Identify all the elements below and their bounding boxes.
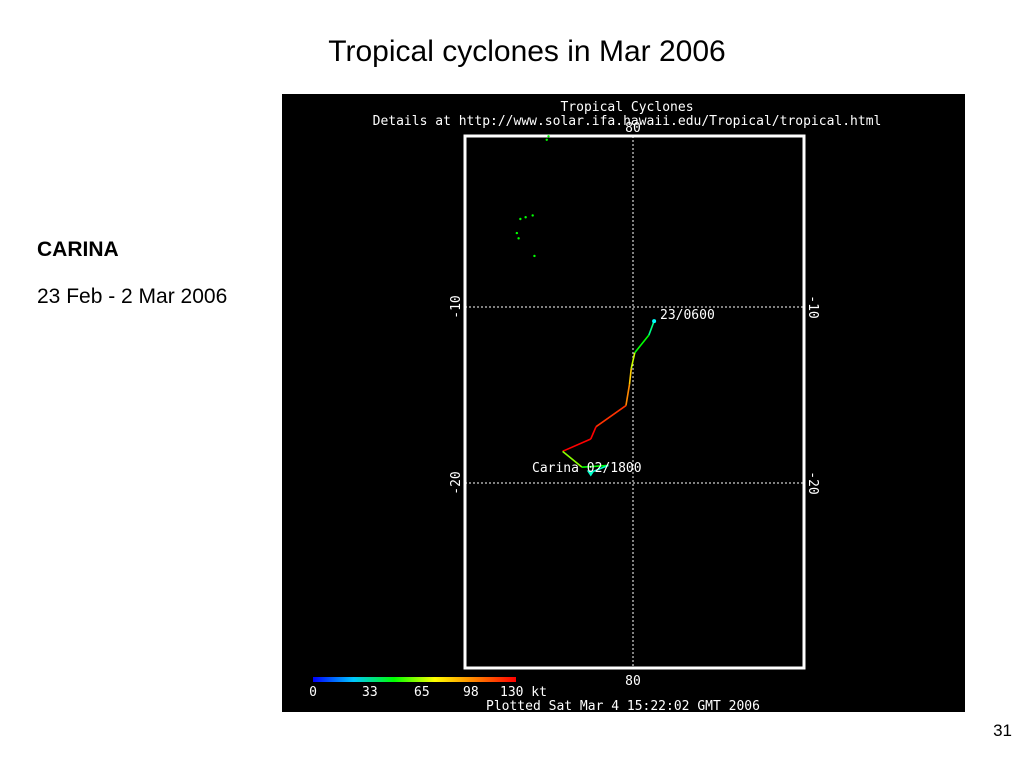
colorbar-tick-label: 65	[414, 685, 430, 700]
track-segment	[590, 426, 597, 440]
lon-label-bottom: 80	[625, 674, 641, 689]
track-end-marker	[586, 470, 595, 477]
island-speck	[515, 231, 519, 235]
plotted-timestamp: Plotted Sat Mar 4 15:22:02 GMT 2006	[486, 699, 760, 712]
map-header-details: Details at http://www.solar.ifa.hawaii.e…	[373, 114, 882, 129]
page-number: 31	[993, 721, 1012, 740]
track-segment	[634, 334, 650, 354]
lat-label-20-right: -20	[805, 471, 820, 494]
storm-dates: 23 Feb - 2 Mar 2006	[37, 285, 228, 308]
island-markers	[515, 135, 550, 258]
storm-name: CARINA	[37, 238, 119, 261]
colorbar-ticks: 0 33 65 98 130 kt	[309, 685, 547, 700]
track-segment	[581, 464, 609, 468]
track-end-label: Carina 02/1800	[532, 461, 642, 476]
island-speck	[547, 135, 550, 138]
colorbar-tick-label: 130 kt	[500, 685, 547, 700]
track-segment	[628, 368, 633, 385]
lon-label-top: 80	[625, 121, 641, 136]
colorbar-tick-label: 98	[463, 685, 479, 700]
island-speck	[531, 214, 534, 217]
cyclone-track-map: Tropical Cyclones Details at http://www.…	[282, 94, 965, 712]
cyclone-track	[562, 319, 657, 477]
wind-speed-colorbar	[313, 677, 516, 682]
lat-label-20-left: -20	[449, 471, 464, 494]
slide-title: Tropical cyclones in Mar 2006	[328, 35, 726, 68]
track-start-marker	[652, 319, 657, 324]
track-segment	[595, 404, 627, 428]
colorbar-tick-label: 33	[362, 685, 378, 700]
track-segment	[562, 438, 592, 453]
map-frame	[463, 134, 806, 670]
colorbar-tick-label: 0	[309, 685, 317, 700]
track-segment	[625, 384, 631, 406]
track-segment	[562, 450, 583, 468]
track-segment	[648, 320, 655, 336]
lat-label-10-right: -10	[805, 295, 820, 318]
island-speck	[524, 216, 527, 219]
track-segment	[630, 352, 636, 369]
island-speck	[533, 254, 536, 258]
island-speck	[517, 237, 520, 240]
island-speck	[519, 217, 522, 221]
lat-label-10-left: -10	[449, 295, 464, 318]
island-speck	[545, 138, 548, 141]
track-start-label: 23/0600	[660, 308, 715, 323]
map-header-title: Tropical Cyclones	[560, 100, 693, 115]
